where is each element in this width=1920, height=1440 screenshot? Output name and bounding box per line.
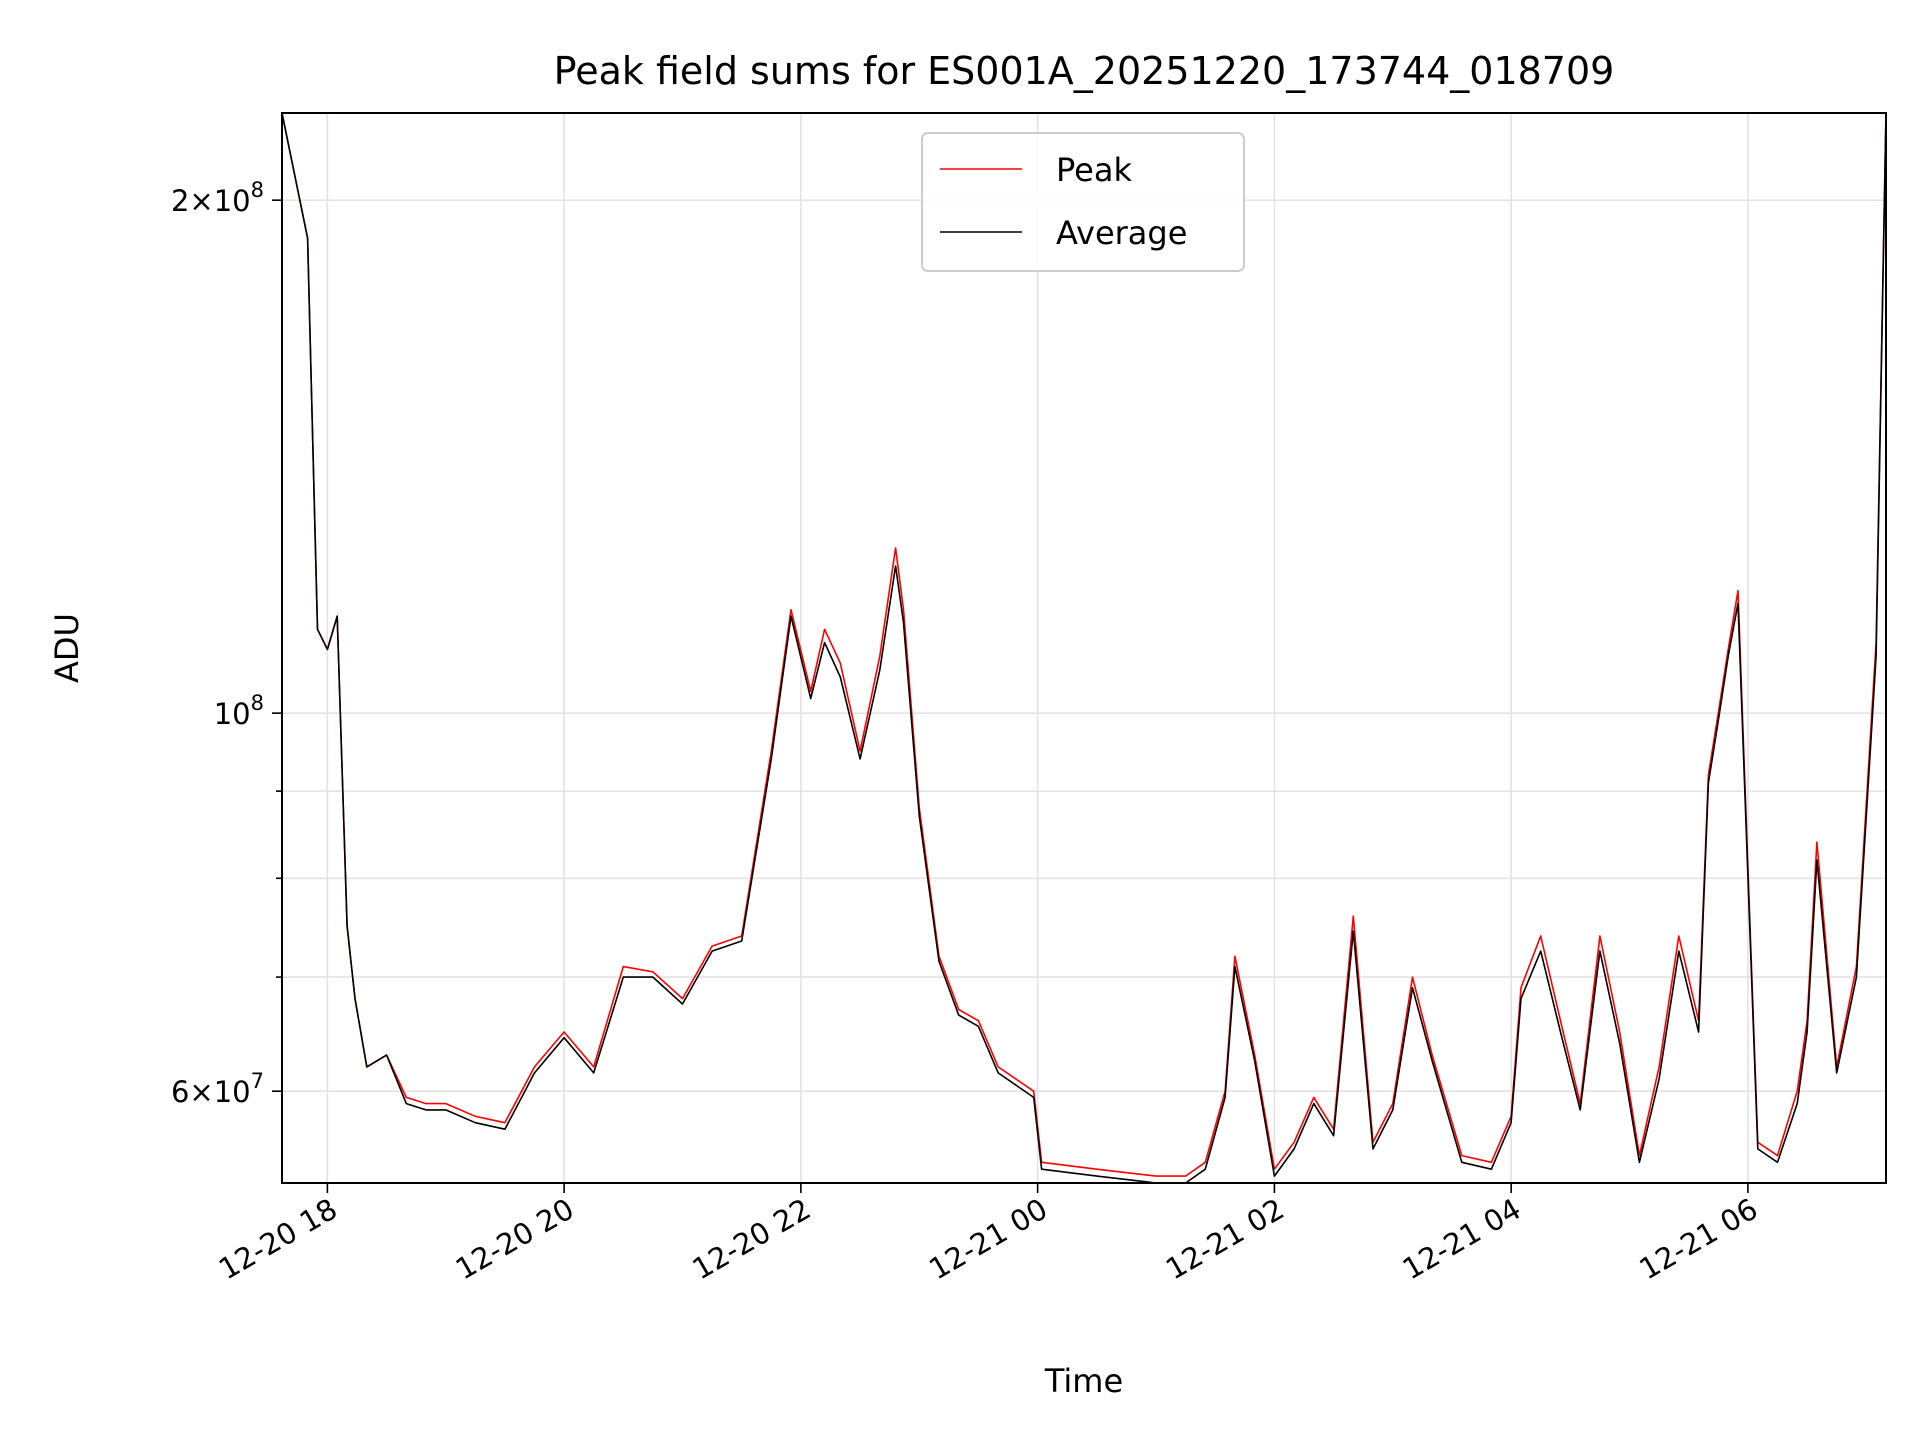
y-tick-label-exponent: 8	[251, 691, 264, 715]
series-line-peak	[281, 112, 1887, 1177]
y-tick-label: 2×108	[171, 178, 264, 218]
y-tick-label-base: 2×10	[171, 184, 251, 218]
chart-title: Peak field sums for ES001A_20251220_1737…	[554, 49, 1615, 93]
x-axis-label: Time	[1044, 1362, 1123, 1400]
legend: Peak Average	[921, 132, 1245, 272]
legend-label-peak: Peak	[1056, 151, 1132, 189]
y-tick-label-base: 6×10	[171, 1075, 251, 1109]
y-tick-label: 108	[214, 691, 264, 731]
y-axis-label: ADU	[48, 613, 86, 683]
legend-label-average: Average	[1056, 214, 1187, 252]
y-tick-label-exponent: 7	[251, 1069, 264, 1093]
y-tick-label: 6×107	[171, 1069, 264, 1109]
axes-frame	[281, 112, 1887, 1184]
y-tick-label-base: 10	[214, 697, 251, 731]
y-tick-label-exponent: 8	[251, 178, 264, 202]
legend-box	[921, 132, 1245, 272]
